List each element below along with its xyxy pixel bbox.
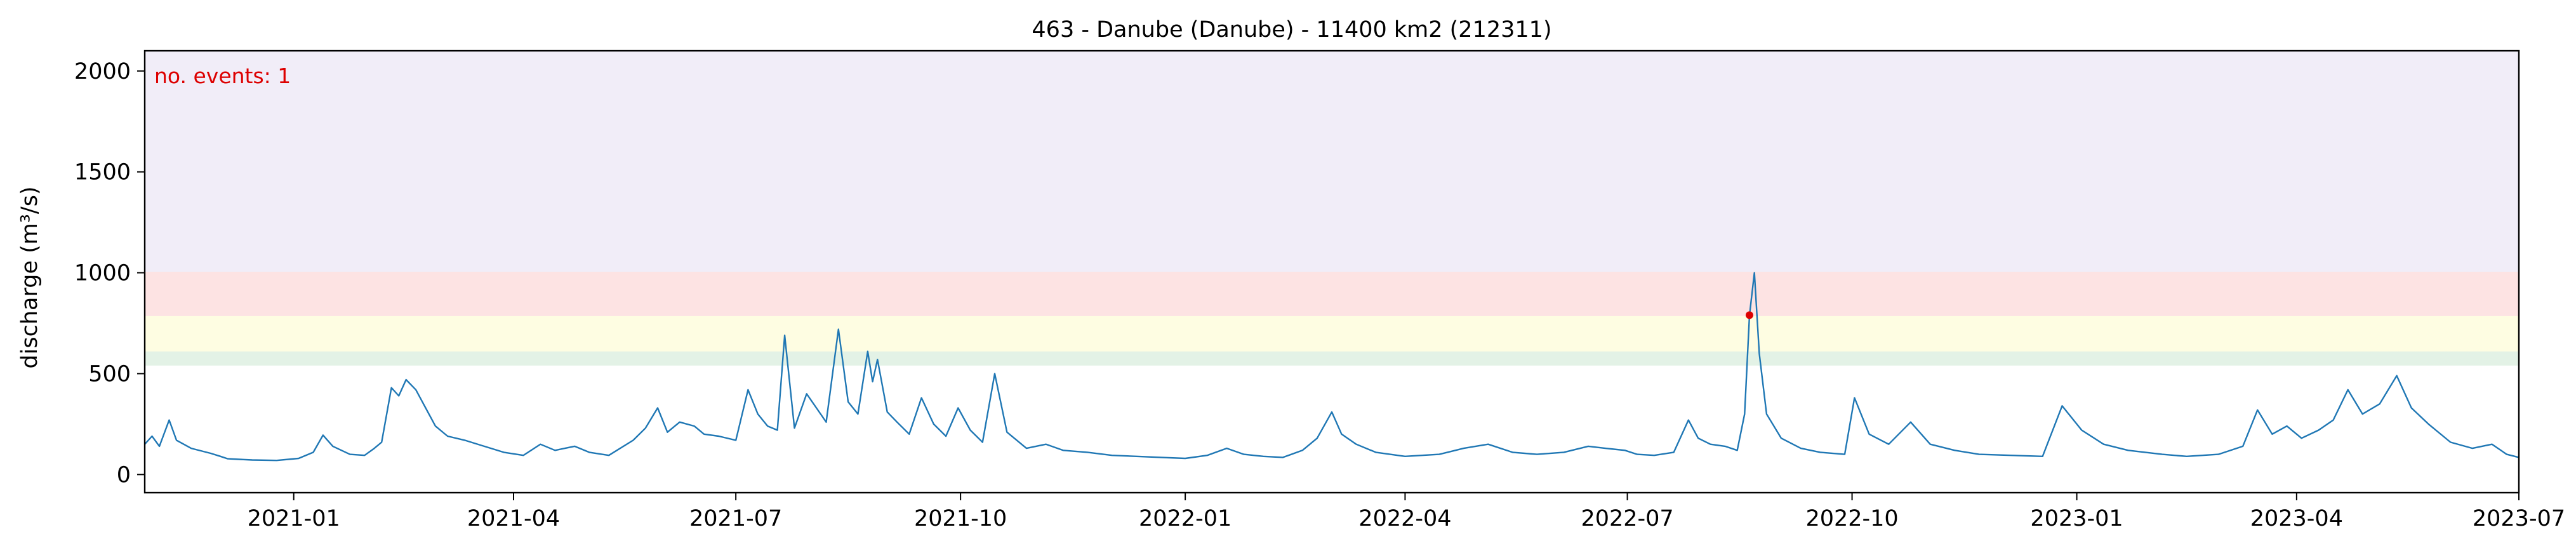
x-tick-label: 2021-07 xyxy=(689,506,782,531)
series-line-1 xyxy=(144,272,2520,462)
y-axis: 0 500 1000 1500 2000 xyxy=(74,59,145,488)
x-tick-label: 2021-10 xyxy=(914,506,1007,531)
plot-area xyxy=(143,50,2520,494)
x-tick-label: 2022-10 xyxy=(1805,506,1898,531)
threshold-band-2 xyxy=(145,316,2519,352)
threshold-band-1 xyxy=(145,351,2519,366)
threshold-band-3 xyxy=(145,272,2519,316)
series-layer xyxy=(144,272,2520,462)
y-tick-label: 2000 xyxy=(74,59,131,84)
x-tick-label: 2022-01 xyxy=(1139,506,1232,531)
y-tick-label: 500 xyxy=(88,361,131,387)
y-tick-label: 1000 xyxy=(74,261,131,286)
y-axis-label: discharge (m³/s) xyxy=(17,186,43,368)
event-marker xyxy=(1745,311,1753,319)
y-tick-label: 1500 xyxy=(74,160,131,185)
x-tick-label: 2021-04 xyxy=(467,506,560,531)
x-tick-label: 2023-04 xyxy=(2250,506,2343,531)
events-annotation: no. events: 1 xyxy=(154,63,291,88)
x-tick-label: 2023-01 xyxy=(2030,506,2123,531)
y-tick-label: 0 xyxy=(117,462,131,488)
x-tick-label: 2023-07 xyxy=(2473,506,2565,531)
x-tick-label: 2022-04 xyxy=(1358,506,1451,531)
threshold-band-4 xyxy=(145,51,2519,272)
x-tick-label: 2022-07 xyxy=(1581,506,1673,531)
chart-title: 463 - Danube (Danube) - 11400 km2 (21231… xyxy=(1032,17,1551,43)
x-axis: 2021-01 2021-04 2021-07 2021-10 2022-01 2022-… xyxy=(248,493,2565,531)
threshold-bands xyxy=(145,51,2519,366)
plot-frame xyxy=(143,50,2520,494)
x-tick-label: 2021-01 xyxy=(248,506,340,531)
